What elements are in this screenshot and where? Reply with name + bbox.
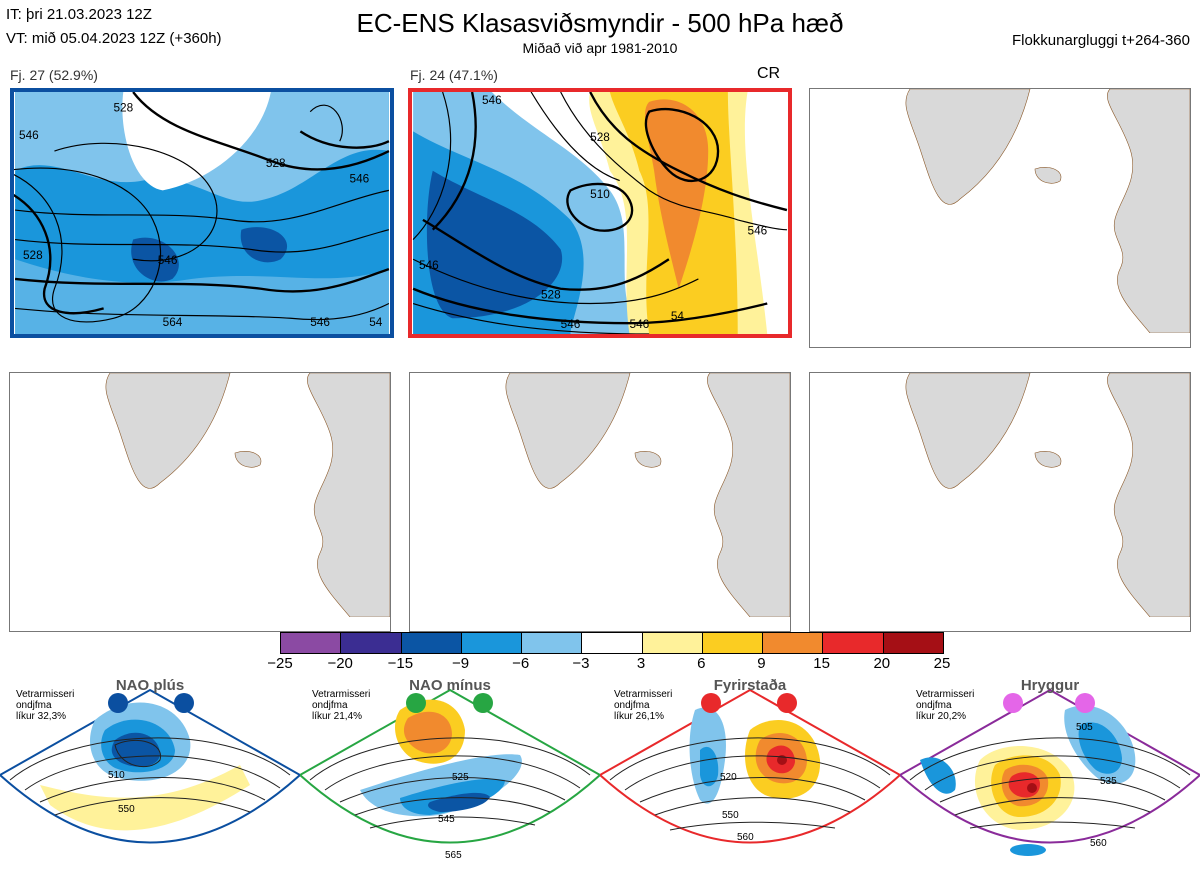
colorbar-tick: −20	[327, 655, 353, 672]
regime-probability: Vetrarmisseri ondjfma líkur 21,4%	[312, 689, 371, 722]
contour-label: 520	[720, 772, 737, 783]
regime-ridge[interactable]: 505 535 560 Hryggur Vetrarmisseri ondjfm…	[900, 677, 1200, 870]
contour-label: 565	[445, 850, 462, 861]
clustering-window: Flokkunargluggi t+264-360	[1011, 32, 1190, 49]
regime-name: NAO mínus	[409, 677, 491, 694]
colorbar-tick: −25	[267, 655, 293, 672]
contour-label: 528	[113, 101, 133, 115]
regime-nao-plus[interactable]: 510 550 NAO plús Vetrarmisseri ondjfma l…	[0, 677, 300, 870]
regime-map: 525 545 565	[300, 688, 600, 861]
contour-label: 54	[671, 309, 685, 323]
cluster-label-2: Fj. 24 (47.1%)	[410, 67, 498, 83]
cluster-label-1: Fj. 27 (52.9%)	[10, 67, 98, 83]
colorbar-tick: 3	[636, 655, 646, 672]
contour-label: 560	[737, 832, 754, 843]
contour-label: 545	[438, 814, 455, 825]
contour-label: 550	[722, 810, 739, 821]
empty-map	[905, 89, 1190, 333]
contour-label: 546	[350, 172, 370, 186]
empty-map	[105, 373, 390, 617]
colorbar-tick: −3	[572, 655, 590, 672]
colorbar-swatch	[763, 633, 824, 653]
colorbar-swatch	[461, 633, 523, 653]
contour-label: 546	[419, 258, 439, 272]
empty-map	[905, 373, 1190, 617]
cluster-panel-5[interactable]	[409, 372, 791, 632]
regime-blocking[interactable]: 520 550 560 Fyrirstaða Vetrarmisseri ond…	[600, 677, 900, 870]
valid-time: VT: mið 05.04.2023 12Z (+360h)	[6, 30, 222, 47]
regime-name: Hryggur	[1020, 677, 1080, 694]
colorbar-swatch	[401, 633, 462, 653]
cr-marker: CR	[757, 65, 781, 82]
regime-map: 510 550	[0, 688, 300, 844]
page-subtitle: Miðað við apr 1981-2010	[522, 40, 678, 56]
cluster-panel-3[interactable]	[809, 88, 1191, 348]
contour-label: 528	[23, 248, 43, 262]
colorbar-tick: 6	[697, 655, 706, 672]
contour-label: 546	[482, 93, 502, 107]
contour-label: 505	[1076, 722, 1093, 733]
contour-label: 546	[561, 317, 581, 331]
contour-label: 546	[310, 315, 330, 329]
contour-label: 546	[158, 253, 178, 267]
colorbar-swatch	[642, 633, 703, 653]
colorbar-swatch	[582, 633, 643, 653]
initial-time: IT: þri 21.03.2023 12Z	[6, 6, 152, 23]
regime-probability: Vetrarmisseri ondjfma líkur 32,3%	[16, 689, 75, 722]
contour-label: 535	[1100, 776, 1117, 787]
contour-label: 564	[163, 315, 183, 329]
colorbar-tick: 9	[757, 655, 766, 672]
contour-label: 525	[452, 772, 469, 783]
regime-probability: Vetrarmisseri ondjfma líkur 20,2%	[916, 689, 975, 722]
contour-label: 510	[108, 770, 125, 781]
contour-label: 528	[541, 288, 561, 302]
contour-label: 546	[748, 224, 768, 238]
colorbar-swatch	[281, 633, 342, 653]
contour-label: 546	[630, 317, 650, 331]
colorbar-swatch	[702, 633, 764, 653]
contour-label: 510	[590, 187, 610, 201]
colorbar-tick: −6	[512, 655, 530, 672]
regime-name: Fyrirstaða	[713, 677, 787, 694]
cluster-map-1: 546 528 528 546 528 546 564 546 54	[14, 92, 390, 334]
regime-probability: Vetrarmisseri ondjfma líkur 26,1%	[614, 689, 673, 722]
contour-label: 546	[19, 128, 39, 142]
colorbar-tick: 20	[873, 655, 891, 672]
page-title: EC-ENS Klasasviðsmyndir - 500 hPa hæð	[356, 8, 844, 38]
regime-map: 520 550 560	[600, 688, 900, 844]
regime-name: NAO plús	[115, 677, 185, 694]
colorbar	[280, 632, 944, 654]
colorbar-swatch	[522, 633, 583, 653]
colorbar-tick: 15	[813, 655, 830, 672]
contour-label: 54	[369, 315, 383, 329]
contour-label: 550	[118, 804, 135, 815]
cluster-panel-1[interactable]: 546 528 528 546 528 546 564 546 54	[10, 88, 394, 338]
colorbar-tick: −15	[387, 655, 414, 672]
contour-label: 528	[266, 156, 286, 170]
empty-map	[505, 373, 790, 617]
colorbar-swatch	[883, 633, 943, 653]
regime-map: 505 535 560	[900, 688, 1200, 856]
cluster-panel-2[interactable]: 546 528 510 546 546 528 546 546 54	[408, 88, 792, 338]
colorbar-swatch	[341, 633, 402, 653]
cluster-panel-6[interactable]	[809, 372, 1191, 632]
cluster-map-2: 546 528 510 546 546 528 546 546 54	[412, 92, 788, 334]
contour-label: 560	[1090, 838, 1107, 849]
colorbar-tick: 25	[933, 655, 951, 672]
regime-nao-minus[interactable]: 525 545 565 NAO mínus Vetrarmisseri ondj…	[300, 677, 600, 870]
cluster-panel-4[interactable]	[9, 372, 391, 632]
contour-label: 528	[590, 130, 610, 144]
colorbar-tick: −9	[451, 655, 470, 672]
colorbar-swatch	[823, 633, 884, 653]
